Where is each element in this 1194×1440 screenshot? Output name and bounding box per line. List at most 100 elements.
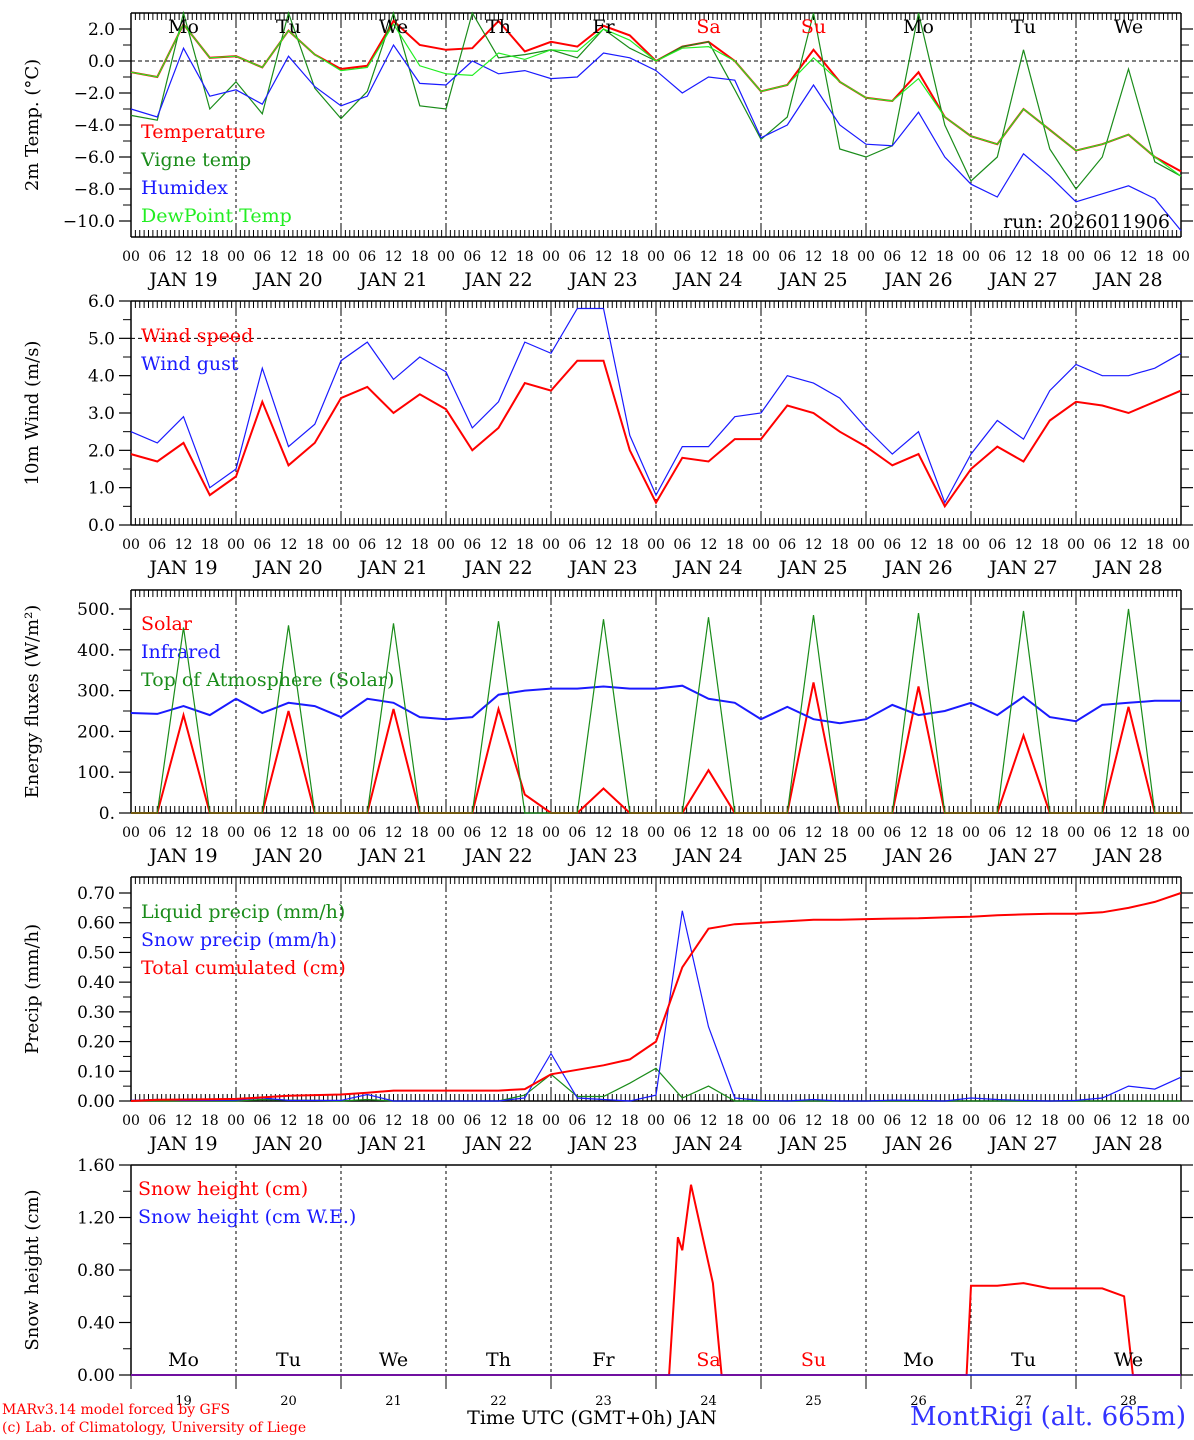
x-date-label: JAN 22 — [462, 269, 532, 291]
x-date-label: JAN 19 — [147, 1133, 217, 1155]
x-hour-label: 18 — [831, 249, 849, 265]
x-hour-label: 12 — [910, 537, 928, 553]
legend-entry: Humidex — [141, 177, 228, 199]
x-hour-label: 06 — [568, 1113, 586, 1129]
y-tick-label: 0.80 — [77, 1261, 115, 1281]
x-hour-label: 00 — [647, 537, 665, 553]
x-date-label: JAN 19 — [147, 845, 217, 867]
weekday-label: Sa — [696, 16, 720, 38]
legend-entry: Total cumulated (cm) — [141, 957, 346, 979]
x-hour-label: 18 — [411, 1113, 429, 1129]
x-date-label: JAN 21 — [357, 845, 427, 867]
x-hour-label: 00 — [1067, 249, 1085, 265]
y-tick-label: 400. — [77, 641, 115, 661]
legend-entry: Wind gust — [141, 353, 239, 375]
x-hour-label: 00 — [332, 825, 350, 841]
y-tick-label: 100. — [77, 763, 115, 783]
x-hour-label: 12 — [700, 249, 718, 265]
x-day-number: 27 — [1015, 1394, 1032, 1409]
y-tick-label: 0.10 — [77, 1062, 115, 1082]
legend-entry: Snow height (cm) — [138, 1178, 308, 1200]
x-hour-label: 06 — [148, 249, 166, 265]
x-hour-label: 00 — [647, 1113, 665, 1129]
x-hour-label: 18 — [831, 1113, 849, 1129]
x-hour-label: 06 — [463, 825, 481, 841]
x-date-label: JAN 20 — [252, 1133, 322, 1155]
x-hour-label: 06 — [673, 1113, 691, 1129]
x-hour-label: 12 — [1015, 537, 1033, 553]
x-date-label: JAN 22 — [462, 845, 532, 867]
x-hour-label: 00 — [962, 537, 980, 553]
x-hour-label: 12 — [1015, 825, 1033, 841]
y-tick-label: −10.0 — [63, 212, 115, 232]
y-tick-label: 0.30 — [77, 1003, 115, 1023]
weekday-label: Tu — [1011, 1349, 1036, 1371]
weekday-label: Th — [486, 1349, 511, 1371]
x-date-label: JAN 25 — [777, 1133, 847, 1155]
x-hour-label: 00 — [122, 537, 140, 553]
y-tick-label: 6.0 — [88, 292, 115, 312]
x-hour-label: 18 — [306, 825, 324, 841]
x-hour-label: 00 — [1067, 825, 1085, 841]
x-hour-label: 18 — [306, 249, 324, 265]
x-hour-label: 18 — [621, 1113, 639, 1129]
x-day-number: 19 — [175, 1394, 192, 1409]
x-day-number: 26 — [910, 1394, 927, 1409]
y-tick-label: 0.00 — [77, 1366, 115, 1386]
x-hour-label: 12 — [1120, 249, 1138, 265]
x-hour-label: 18 — [936, 537, 954, 553]
x-date-label: JAN 27 — [987, 269, 1057, 291]
x-hour-label: 06 — [883, 537, 901, 553]
x-hour-label: 06 — [358, 1113, 376, 1129]
y-tick-label: 0.60 — [77, 914, 115, 934]
x-date-label: JAN 26 — [882, 1133, 952, 1155]
x-hour-label: 18 — [621, 825, 639, 841]
x-date-label: JAN 19 — [147, 269, 217, 291]
y-tick-label: 0. — [99, 804, 115, 824]
x-hour-label: 18 — [516, 825, 534, 841]
x-hour-label: 00 — [122, 825, 140, 841]
x-date-label: JAN 27 — [987, 845, 1057, 867]
legend-entry: DewPoint Temp — [141, 205, 292, 227]
x-day-number: 21 — [385, 1394, 402, 1409]
panel-3: 500. 400. 300. 200. 100. 0. Energy fluxes (W/m… — [22, 589, 1193, 867]
x-hour-label: 06 — [673, 825, 691, 841]
x-hour-label: 18 — [936, 1113, 954, 1129]
series-line-wind-gust — [130, 307, 1182, 505]
x-hour-label: 06 — [253, 537, 271, 553]
x-hour-label: 18 — [1146, 537, 1164, 553]
y-tick-label: 2.0 — [88, 441, 115, 461]
x-day-number: 25 — [805, 1394, 822, 1409]
x-hour-label: 12 — [175, 1113, 193, 1129]
x-hour-label: 18 — [1041, 249, 1059, 265]
x-hour-label: 06 — [988, 825, 1006, 841]
weekday-label: We — [379, 1349, 408, 1371]
x-hour-label: 18 — [1041, 537, 1059, 553]
x-date-label: JAN 22 — [462, 1133, 532, 1155]
x-hour-label: 18 — [621, 249, 639, 265]
y-tick-label: 3.0 — [88, 404, 115, 424]
x-hour-label: 00 — [1172, 249, 1190, 265]
y-axis-label: 10m Wind (m/s) — [22, 341, 43, 486]
x-day-number: 20 — [280, 1394, 297, 1409]
series-line-wind-speed — [130, 359, 1182, 509]
x-hour-label: 06 — [1093, 249, 1111, 265]
panel-1: 2.0 0.0 −2.0 −4.0 −6.0 −8.0 −10.0 2m Temp. (°C)… — [22, 10, 1193, 291]
x-hour-label: 12 — [490, 537, 508, 553]
x-hour-label: 00 — [1172, 537, 1190, 553]
x-hour-label: 00 — [437, 249, 455, 265]
x-hour-label: 06 — [988, 249, 1006, 265]
x-hour-label: 06 — [358, 249, 376, 265]
x-hour-label: 12 — [280, 537, 298, 553]
x-date-label: JAN 23 — [567, 845, 637, 867]
weekday-label: Su — [801, 16, 826, 38]
x-date-label: JAN 23 — [567, 269, 637, 291]
weekday-label: Mo — [168, 1349, 199, 1371]
x-hour-label: 00 — [857, 249, 875, 265]
series-line-infrared — [130, 684, 1181, 725]
x-hour-label: 06 — [358, 537, 376, 553]
x-hour-label: 06 — [673, 537, 691, 553]
x-hour-label: 00 — [122, 249, 140, 265]
x-hour-label: 00 — [542, 825, 560, 841]
